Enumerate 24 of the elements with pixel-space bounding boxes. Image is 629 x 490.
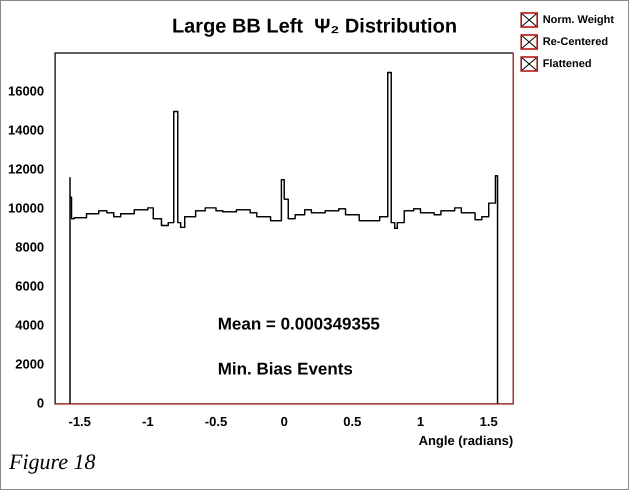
caption: Figure 18 [9,449,97,475]
y-tick-label: 16000 [8,84,44,99]
x-tick-label: -0.5 [204,414,228,430]
x-tick-label: 1.5 [480,414,498,430]
y-tick-label: 12000 [8,162,44,177]
y-tick-label: 8000 [15,239,44,254]
x-tick-label: 0.5 [343,414,362,430]
y-tick-label: 4000 [15,317,44,332]
x-axis-title: Angle (radians) [418,432,514,448]
y-tick-label: 0 [36,395,44,410]
x-tick-label: -1.5 [68,414,91,430]
y-tick-label: 6000 [15,278,44,294]
legend-label: Norm. Weight [542,14,614,26]
annotation: Min. Bias Events [218,359,353,378]
x-tick-label: 0 [280,414,288,430]
legend-label: Flattened [542,58,592,70]
legend-label: Re-Centered [542,36,608,48]
y-tick-label: 2000 [15,356,44,372]
chart-title: Large BB Left Ψ₂ Distribution [172,16,458,38]
x-tick-label: 1 [416,414,424,430]
y-tick-label: 10000 [8,200,44,216]
x-tick-label: -1 [142,414,154,430]
y-tick-label: 14000 [8,122,44,138]
annotation: Mean = 0.000349355 [218,314,380,334]
